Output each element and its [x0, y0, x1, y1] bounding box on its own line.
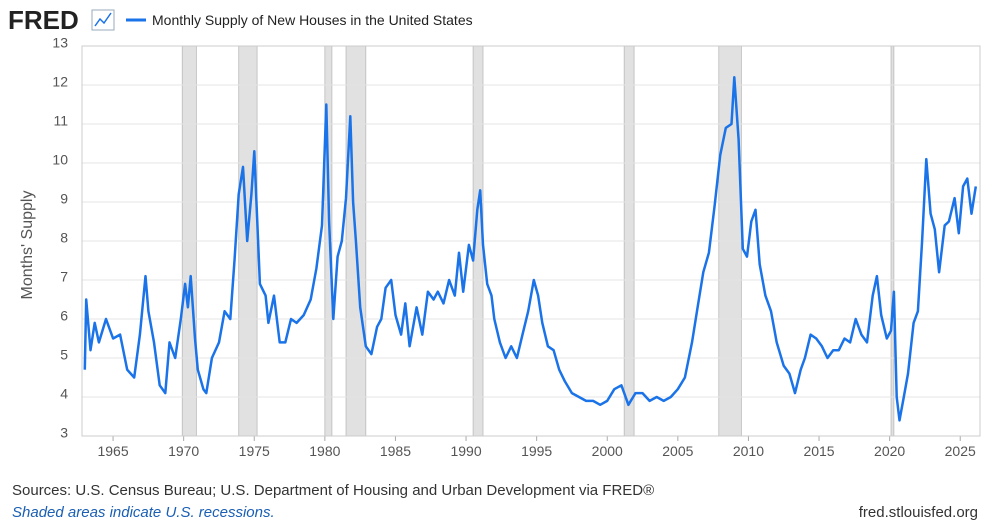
x-tick-label: 2005 — [662, 443, 693, 459]
x-tick-label: 1985 — [380, 443, 411, 459]
legend-label: Monthly Supply of New Houses in the Unit… — [152, 12, 473, 28]
x-tick-label: 2020 — [874, 443, 905, 459]
x-tick-label: 1990 — [450, 443, 481, 459]
y-tick-label: 4 — [60, 386, 68, 402]
y-tick-label: 12 — [52, 74, 68, 90]
y-tick-label: 10 — [52, 152, 68, 168]
data-line — [83, 75, 978, 422]
y-tick-label: 3 — [60, 425, 68, 441]
y-tick-label: 9 — [60, 191, 68, 207]
y-tick-label: 6 — [60, 308, 68, 324]
x-tick-label: 1980 — [309, 443, 340, 459]
y-axis-label: Months' Supply — [19, 191, 36, 300]
logo-icon — [91, 9, 115, 31]
x-tick-label: 2015 — [803, 443, 834, 459]
y-tick-label: 13 — [52, 35, 68, 51]
x-tick-label: 2010 — [733, 443, 764, 459]
x-tick-label: 1995 — [521, 443, 552, 459]
y-tick-label: 11 — [53, 113, 68, 129]
y-tick-label: 7 — [60, 269, 68, 285]
site-url: fred.stlouisfed.org — [859, 504, 978, 521]
logo: FRED — [8, 5, 79, 35]
x-tick-label: 1975 — [239, 443, 270, 459]
source: Sources: U.S. Census Bureau; U.S. Depart… — [12, 482, 654, 499]
plot-border — [81, 45, 981, 437]
x-tick-label: 1965 — [97, 443, 128, 459]
x-tick-label: 1970 — [168, 443, 199, 459]
x-tick-label: 2025 — [945, 443, 976, 459]
recession-note: Shaded areas indicate U.S. recessions. — [12, 504, 275, 521]
plot-area: 3 4 5 6 7 8 9 10 11 12 13 1965 1970 1975 1980 1985 1990 1… — [52, 35, 981, 459]
x-tick-label: 2000 — [592, 443, 623, 459]
y-tick-label: 5 — [60, 347, 68, 363]
y-tick-label: 8 — [60, 230, 68, 246]
